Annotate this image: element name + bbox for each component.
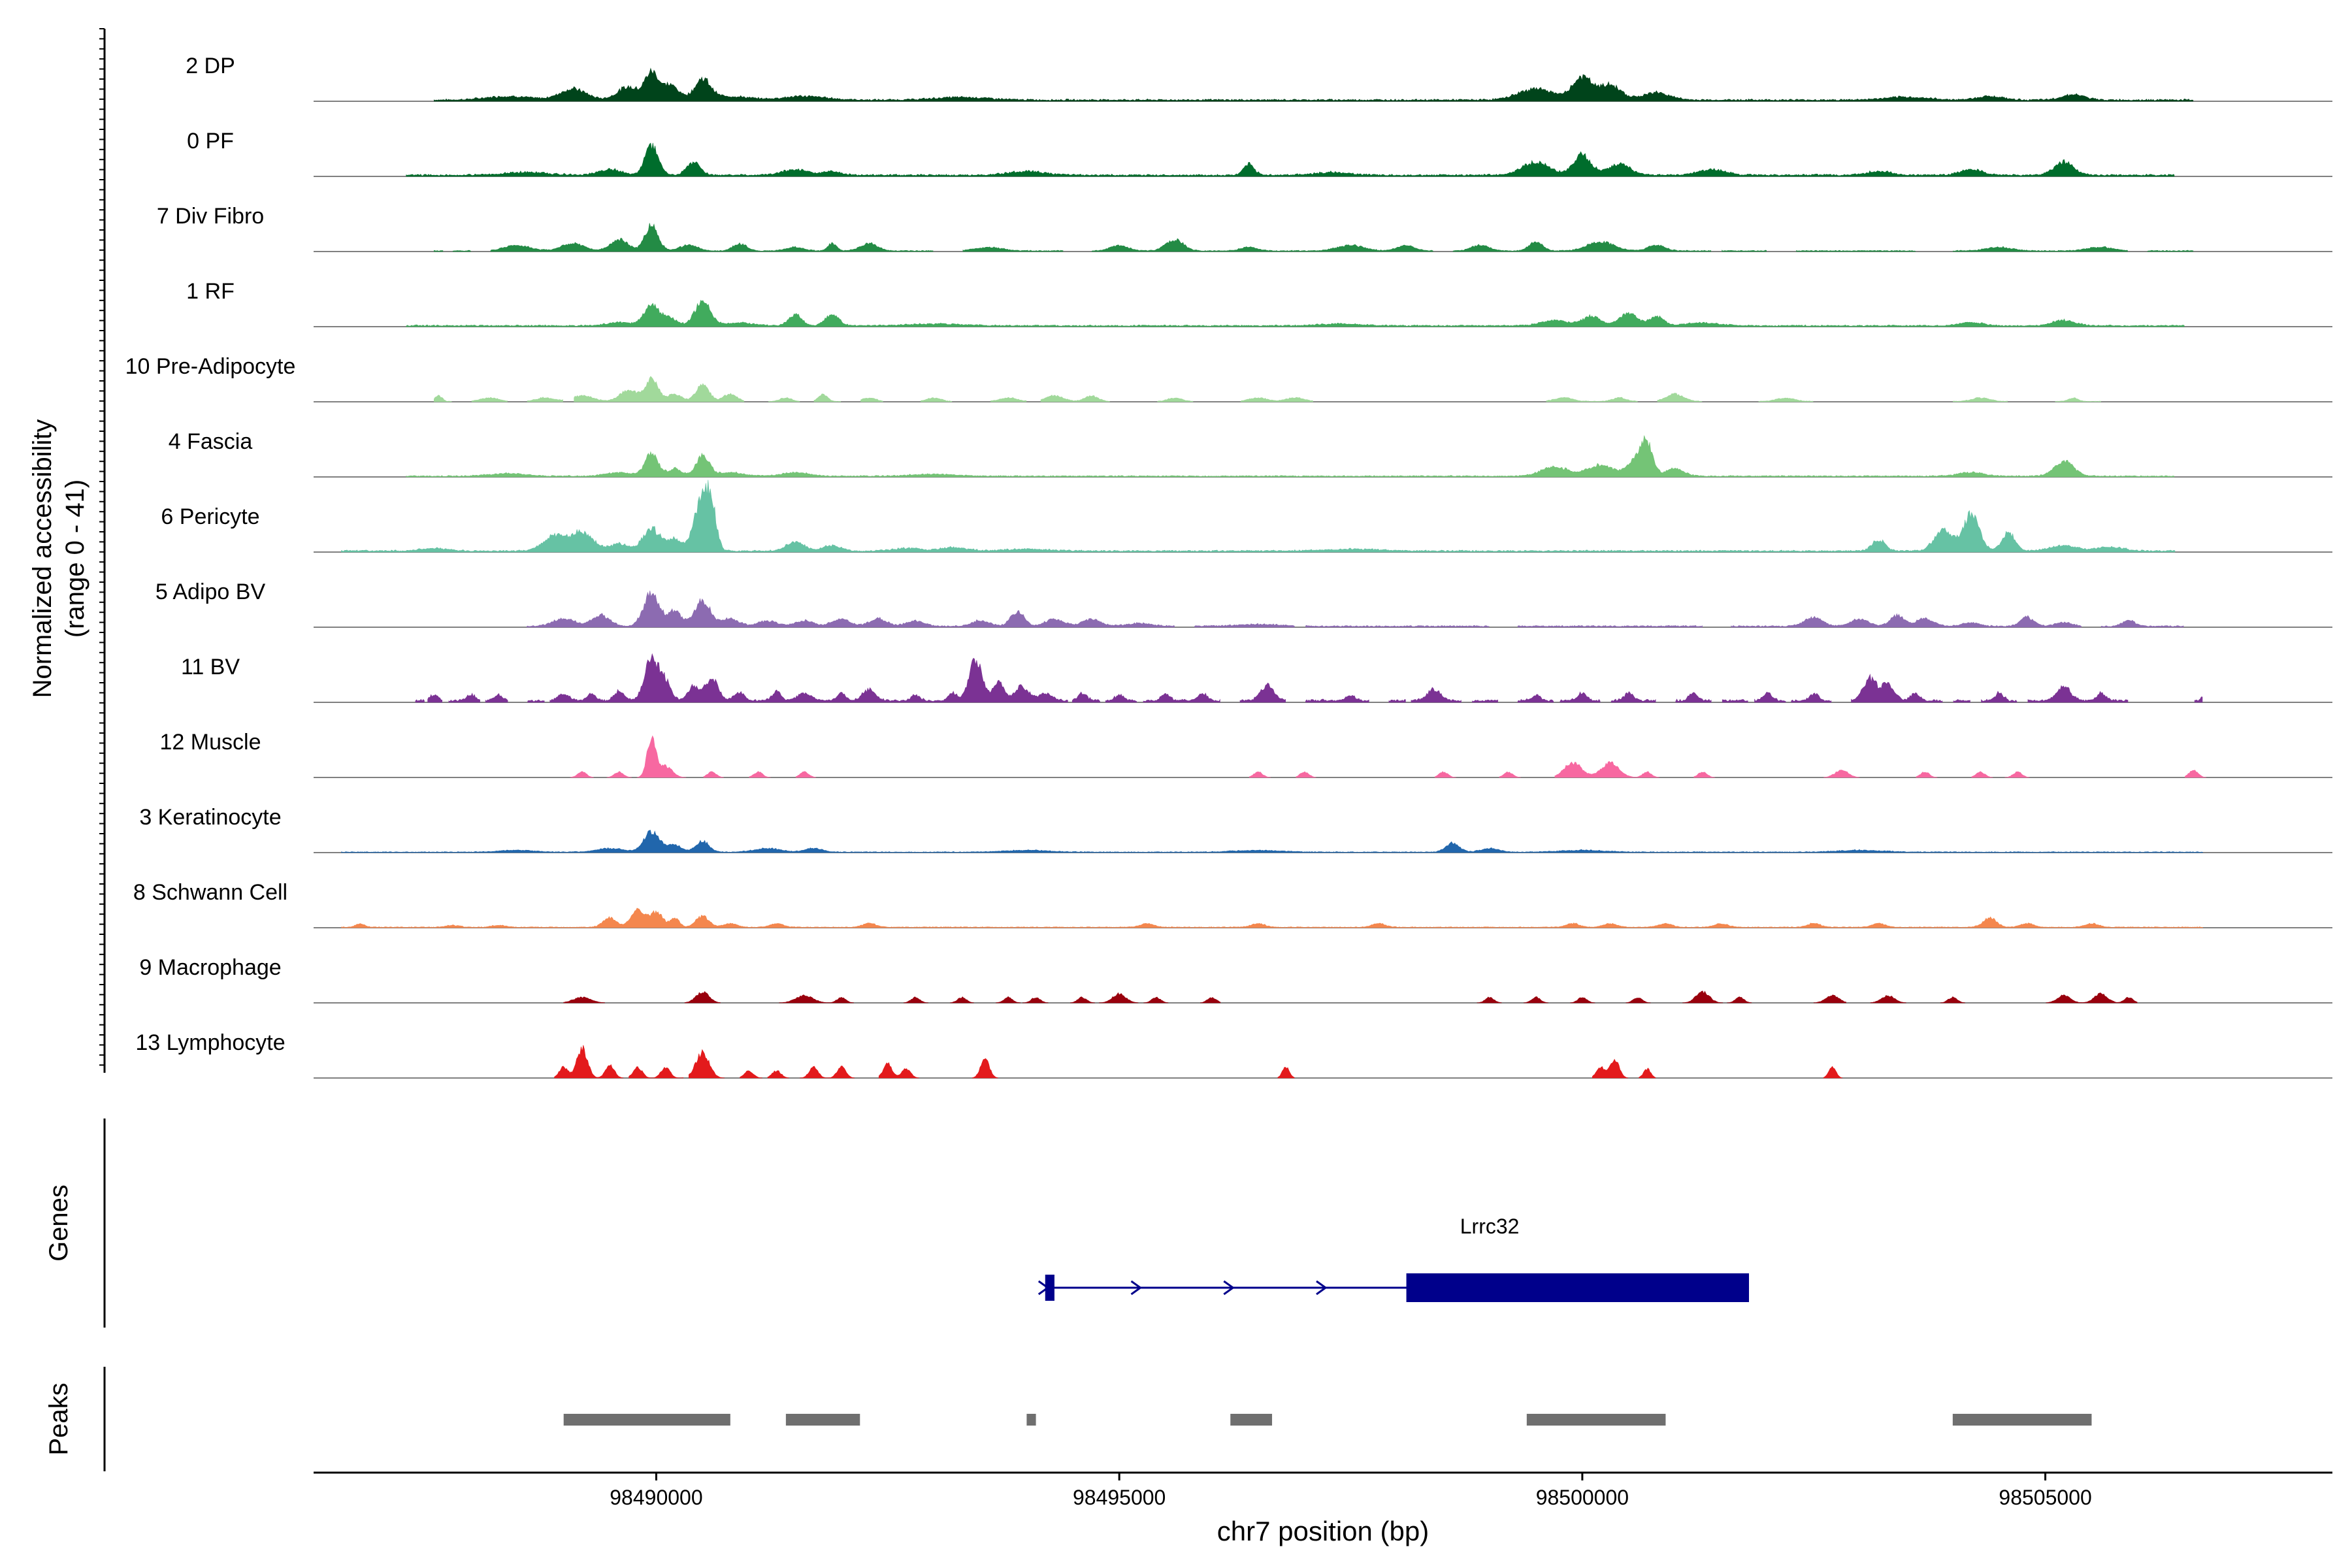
track-label: 7 Div Fibro: [157, 204, 264, 229]
peak-region: [1952, 1414, 2092, 1426]
track-label: 1 RF: [186, 279, 235, 304]
left-tick-ruler: [99, 28, 106, 1073]
track-label: 3 Keratinocyte: [139, 805, 281, 830]
genes-label: Genes: [44, 1184, 73, 1262]
x-tick-label: 98500000: [1536, 1486, 1629, 1509]
track-4: 10 Pre-Adipocyte: [125, 354, 2332, 402]
track-label: 13 Lymphocyte: [135, 1030, 285, 1055]
track-label: 10 Pre-Adipocyte: [125, 354, 296, 379]
track-label: 6 Pericyte: [161, 504, 259, 529]
track-12: 9 Macrophage: [139, 955, 2332, 1004]
gene-exon: [1406, 1273, 1750, 1302]
peak-region: [1230, 1414, 1273, 1426]
x-axis: 98490000 98495000 98500000 98505000 chr7 po…: [314, 1471, 2332, 1546]
coverage-area: [554, 1045, 1843, 1079]
peak-region: [563, 1414, 730, 1426]
coverage-area: [341, 907, 2203, 928]
x-tick-label: 98495000: [1073, 1486, 1166, 1509]
coverage-area: [415, 653, 2203, 703]
track-label: 5 Adipo BV: [155, 580, 266, 604]
track-11: 8 Schwann Cell: [133, 880, 2332, 928]
track-5: 4 Fascia: [169, 429, 2332, 478]
strand-arrow: [1130, 1280, 1143, 1296]
genes-panel: Genes Lrrc32: [44, 1119, 1750, 1328]
track-label: 8 Schwann Cell: [133, 880, 287, 905]
peak-region: [785, 1414, 860, 1426]
track-10: 3 Keratinocyte: [139, 805, 2332, 853]
gene-exon: [1045, 1275, 1054, 1301]
gene-name-label: Lrrc32: [1460, 1215, 1520, 1238]
track-13: 13 Lymphocyte: [135, 1030, 2332, 1079]
peaks-panel: Peaks: [44, 1367, 2092, 1471]
coverage-area: [434, 376, 2101, 402]
gene-model: [1037, 1273, 1750, 1302]
coverage-area: [434, 223, 2194, 252]
coverage-area: [341, 480, 2176, 553]
x-axis-title: chr7 position (bp): [1217, 1516, 1429, 1546]
peaks-label: Peaks: [44, 1382, 73, 1455]
coverage-area: [570, 735, 2206, 778]
track-9: 12 Muscle: [160, 730, 2332, 778]
strand-arrow: [1037, 1280, 1050, 1296]
coverage-area: [406, 142, 2175, 177]
track-1: 0 PF: [187, 129, 2332, 177]
track-label: 4 Fascia: [169, 429, 253, 454]
coverage-area: [563, 990, 2138, 1004]
y-axis-label-line2: (range 0 - 41): [61, 480, 90, 638]
coverage-area: [526, 591, 2184, 628]
coverage-tracks: 2 DP 0 PF 7 Div Fibro 1 RF 10 Pre-Adipocyte 4…: [125, 54, 2332, 1079]
track-label: 12 Muscle: [160, 730, 261, 755]
track-7: 5 Adipo BV: [155, 580, 2332, 628]
peak-bars: [563, 1414, 2092, 1426]
strand-arrow: [1223, 1280, 1235, 1296]
coverage-area: [406, 300, 2185, 327]
track-label: 0 PF: [187, 129, 234, 154]
coverage-area: [406, 435, 2175, 478]
track-label: 9 Macrophage: [139, 955, 281, 980]
peak-region: [1026, 1414, 1036, 1426]
strand-arrow: [1316, 1280, 1328, 1296]
track-3: 1 RF: [186, 279, 2332, 327]
track-label: 2 DP: [186, 54, 235, 78]
x-axis-ticks: 98490000 98495000 98500000 98505000: [610, 1473, 2092, 1509]
track-6: 6 Pericyte: [161, 480, 2332, 553]
y-axis-label-line1: Normalized accessibility: [28, 419, 57, 698]
x-tick-label: 98490000: [610, 1486, 702, 1509]
coverage-area: [341, 830, 2203, 853]
y-axis-label: Normalized accessibility (range 0 - 41): [28, 419, 90, 698]
peak-region: [1526, 1414, 1666, 1426]
track-0: 2 DP: [186, 54, 2332, 102]
x-tick-label: 98505000: [1999, 1486, 2091, 1509]
track-8: 11 BV: [181, 653, 2332, 703]
coverage-area: [434, 67, 2194, 102]
track-2: 7 Div Fibro: [157, 204, 2332, 252]
track-label: 11 BV: [181, 655, 240, 679]
